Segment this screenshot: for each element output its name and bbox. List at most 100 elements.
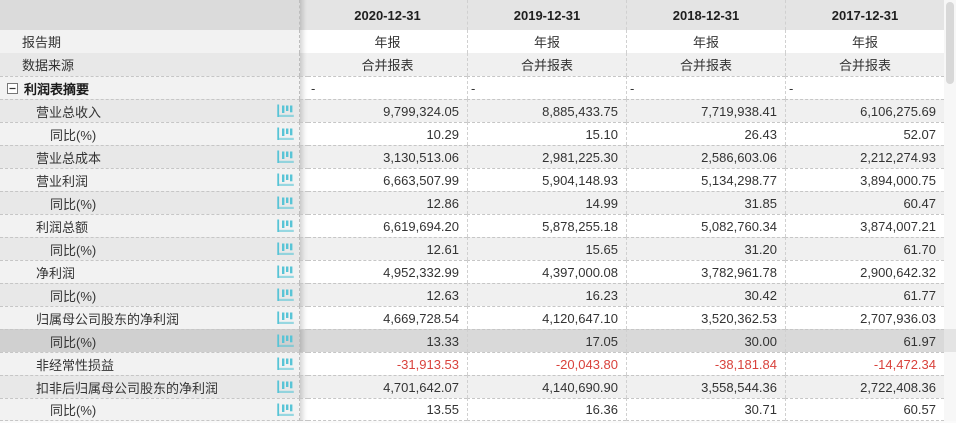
- bar-chart-icon[interactable]: [277, 127, 295, 141]
- scrollbar-track[interactable]: [944, 352, 956, 375]
- row-label-text: 同比(%): [50, 242, 97, 258]
- table-row[interactable]: 净利润 4,952,332.99 4,397,000.08 3,782,961.78 2…: [0, 260, 956, 283]
- cell-value: 60.47: [785, 191, 944, 214]
- fixed-column-gutter: [300, 329, 308, 352]
- scrollbar-track[interactable]: [944, 237, 956, 260]
- fixed-column-gutter: [300, 30, 308, 53]
- cell-value: 52.07: [785, 122, 944, 145]
- cell-value: 4,120,647.10: [467, 306, 626, 329]
- cell-value: 12.86: [308, 191, 467, 214]
- cell-value: -38,181.84: [626, 352, 785, 375]
- table-row[interactable]: 营业总收入 9,799,324.05 8,885,433.75 7,719,938.4…: [0, 99, 956, 122]
- cell-value: 61.70: [785, 237, 944, 260]
- table-row[interactable]: 扣非后归属母公司股东的净利润 4,701,642.07 4,140,690.90 3,…: [0, 375, 956, 398]
- bar-chart-icon[interactable]: [277, 104, 295, 118]
- cell-value: 合并报表: [308, 53, 467, 76]
- bar-chart-icon[interactable]: [277, 380, 295, 394]
- row-label-text: 同比(%): [50, 288, 97, 304]
- bar-chart-icon[interactable]: [277, 357, 295, 371]
- scrollbar-track[interactable]: [944, 168, 956, 191]
- row-label-text: 营业利润: [36, 173, 89, 189]
- table-row: 数据来源 合并报表 合并报表 合并报表 合并报表: [0, 53, 956, 76]
- cell-value: 6,663,507.99: [308, 168, 467, 191]
- row-label-text: 同比(%): [50, 127, 97, 143]
- scrollbar-track[interactable]: [944, 191, 956, 214]
- cell-value: 6,106,275.69: [785, 99, 944, 122]
- row-label: 报告期: [0, 30, 300, 53]
- scrollbar-track[interactable]: [944, 283, 956, 306]
- fixed-column-gutter: [300, 352, 308, 375]
- row-label-text: 同比(%): [50, 403, 97, 418]
- fixed-column-gutter: [300, 375, 308, 398]
- cell-value: 5,904,148.93: [467, 168, 626, 191]
- bar-chart-icon[interactable]: [277, 334, 295, 348]
- table-row: 报告期 年报 年报 年报 年报: [0, 30, 956, 53]
- bar-chart-icon[interactable]: [277, 403, 295, 417]
- table-header-row: 2020-12-31 2019-12-31 2018-12-31 2017-12-31: [0, 0, 956, 30]
- cell-value: 5,878,255.18: [467, 214, 626, 237]
- table-row[interactable]: 同比(%) 13.33 17.05 30.00 61.97: [0, 329, 956, 352]
- cell-value: 31.20: [626, 237, 785, 260]
- column-header-date: 2017-12-31: [785, 0, 944, 30]
- fixed-column-gutter: [300, 260, 308, 283]
- cell-value: 30.71: [626, 398, 785, 421]
- row-label: 利润表摘要: [0, 76, 300, 99]
- bar-chart-icon[interactable]: [277, 311, 295, 325]
- table-row[interactable]: 同比(%) 12.61 15.65 31.20 61.70: [0, 237, 956, 260]
- scrollbar-track[interactable]: [944, 214, 956, 237]
- cell-value: 3,782,961.78: [626, 260, 785, 283]
- cell-value: 14.99: [467, 191, 626, 214]
- bar-chart-icon[interactable]: [277, 196, 295, 210]
- bar-chart-icon[interactable]: [277, 150, 295, 164]
- collapse-minus-icon[interactable]: [7, 82, 18, 94]
- cell-value: 9,799,324.05: [308, 99, 467, 122]
- cell-value: -: [308, 76, 467, 99]
- bar-chart-icon[interactable]: [277, 219, 295, 233]
- cell-value: 15.10: [467, 122, 626, 145]
- scrollbar-track[interactable]: [944, 398, 956, 421]
- bar-chart-icon[interactable]: [277, 265, 295, 279]
- cell-value: -14,472.34: [785, 352, 944, 375]
- scrollbar-track[interactable]: [944, 122, 956, 145]
- cell-value: 年报: [467, 30, 626, 53]
- row-label-text: 归属母公司股东的净利润: [36, 311, 180, 327]
- bar-chart-icon[interactable]: [277, 288, 295, 302]
- column-header-date: 2018-12-31: [626, 0, 785, 30]
- next-row-peek: [0, 421, 956, 423]
- cell-value: 年报: [785, 30, 944, 53]
- table-row[interactable]: 营业利润 6,663,507.99 5,904,148.93 5,134,298.77…: [0, 168, 956, 191]
- scrollbar-track[interactable]: [944, 260, 956, 283]
- scrollbar-track[interactable]: [944, 375, 956, 398]
- row-label-text: 营业总收入: [36, 104, 102, 120]
- table-row[interactable]: 归属母公司股东的净利润 4,669,728.54 4,120,647.10 3,520…: [0, 306, 956, 329]
- table-row[interactable]: 同比(%) 13.55 16.36 30.71 60.57: [0, 398, 956, 421]
- cell-value: 60.57: [785, 398, 944, 421]
- scrollbar-track[interactable]: [944, 99, 956, 122]
- table-row[interactable]: 同比(%) 12.86 14.99 31.85 60.47: [0, 191, 956, 214]
- row-label: 同比(%): [0, 283, 300, 306]
- cell-value: 3,130,513.06: [308, 145, 467, 168]
- table-row[interactable]: 利润总额 6,619,694.20 5,878,255.18 5,082,760.34…: [0, 214, 956, 237]
- cell-value: 26.43: [626, 122, 785, 145]
- table-row[interactable]: 营业总成本 3,130,513.06 2,981,225.30 2,586,603.0…: [0, 145, 956, 168]
- table-row[interactable]: 同比(%) 12.63 16.23 30.42 61.77: [0, 283, 956, 306]
- cell-value: 61.97: [785, 329, 944, 352]
- scrollbar-track[interactable]: [944, 329, 956, 352]
- table-section-row[interactable]: 利润表摘要 - - - -: [0, 76, 956, 99]
- cell-value: 61.77: [785, 283, 944, 306]
- bar-chart-icon[interactable]: [277, 242, 295, 256]
- bar-chart-icon[interactable]: [277, 173, 295, 187]
- cell-value: -: [785, 76, 944, 99]
- table-row[interactable]: 同比(%) 10.29 15.10 26.43 52.07: [0, 122, 956, 145]
- column-header-date: 2019-12-31: [467, 0, 626, 30]
- scrollbar-track[interactable]: [944, 145, 956, 168]
- vertical-scrollbar-thumb[interactable]: [946, 2, 954, 84]
- cell-value: 2,722,408.36: [785, 375, 944, 398]
- scrollbar-track[interactable]: [944, 306, 956, 329]
- row-label-text: 同比(%): [50, 334, 97, 350]
- table-row[interactable]: 非经常性损益 -31,913.53 -20,043.80 -38,181.84 -14,…: [0, 352, 956, 375]
- cell-value: 2,900,642.32: [785, 260, 944, 283]
- cell-value: 10.29: [308, 122, 467, 145]
- cell-value: -: [467, 76, 626, 99]
